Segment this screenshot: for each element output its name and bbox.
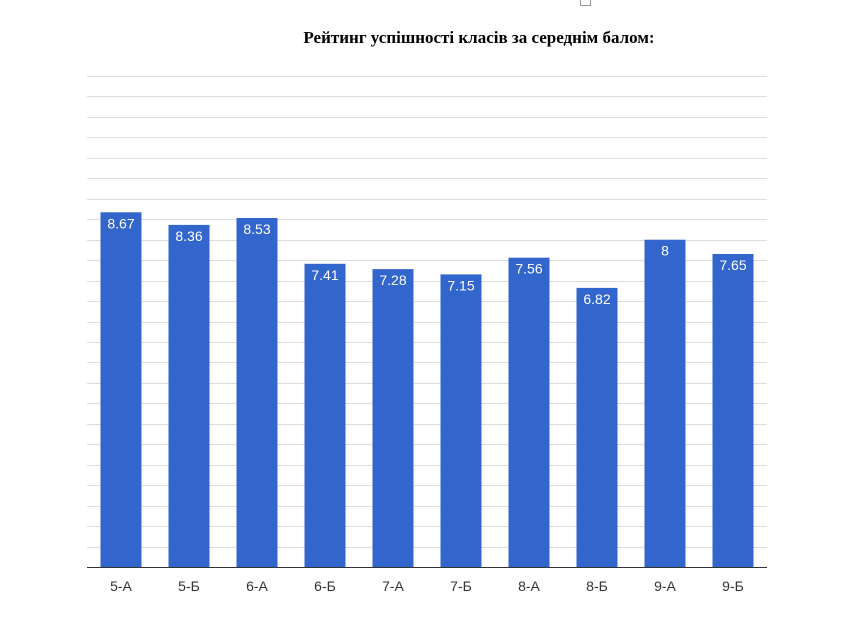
data-label-8-Б: 6.82 [583, 291, 610, 307]
x-tick-label-9-Б: 9-Б [722, 578, 744, 594]
x-tick-label-5-А: 5-А [110, 578, 132, 594]
x-tick-label-7-Б: 7-Б [450, 578, 472, 594]
chart-title: Рейтинг успішності класів за середнім ба… [303, 28, 655, 47]
bar-6-Б[interactable] [304, 263, 346, 567]
bar-5-Б[interactable] [168, 224, 210, 567]
x-tick-label-6-А: 6-А [246, 578, 268, 594]
data-label-6-Б: 7.41 [311, 267, 338, 283]
data-label-9-А: 8 [661, 243, 669, 259]
bar-9-А[interactable] [644, 239, 686, 567]
bar-6-А[interactable] [236, 218, 278, 567]
x-tick-label-7-А: 7-А [382, 578, 404, 594]
x-tick-label-6-Б: 6-Б [314, 578, 336, 594]
bar-8-А[interactable] [508, 257, 550, 567]
x-tick-label-9-А: 9-А [654, 578, 676, 594]
data-label-8-А: 7.56 [515, 261, 542, 277]
data-label-9-Б: 7.65 [719, 257, 746, 273]
bar-5-А[interactable] [100, 212, 142, 568]
bar-8-Б[interactable] [576, 287, 618, 567]
x-tick-label-8-А: 8-А [518, 578, 540, 594]
bar-7-Б[interactable] [440, 274, 482, 567]
data-label-5-А: 8.67 [107, 215, 134, 231]
data-label-7-А: 7.28 [379, 272, 406, 288]
data-label-7-Б: 7.15 [447, 277, 474, 293]
data-label-6-А: 8.53 [243, 221, 270, 237]
bar-7-А[interactable] [372, 269, 414, 567]
selection-handle [580, 0, 591, 6]
data-label-5-Б: 8.36 [175, 228, 202, 244]
x-tick-label-8-Б: 8-Б [586, 578, 608, 594]
bar-9-Б[interactable] [712, 254, 754, 567]
x-tick-label-5-Б: 5-Б [178, 578, 200, 594]
